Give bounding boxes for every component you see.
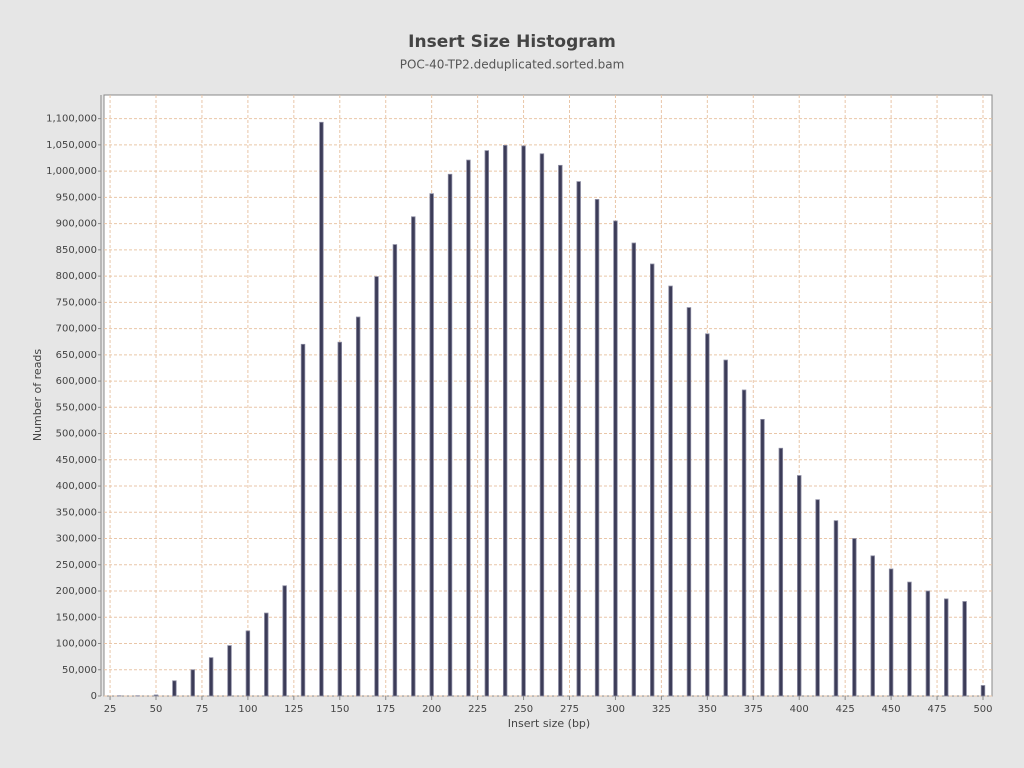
bar xyxy=(797,475,802,697)
y-tick-label: 0 xyxy=(91,691,97,702)
bar xyxy=(760,418,765,697)
y-tick-label: 200,000 xyxy=(56,586,97,597)
bar xyxy=(300,343,306,697)
y-tick-label: 150,000 xyxy=(56,612,97,623)
bar xyxy=(741,389,747,697)
y-tick-label: 50,000 xyxy=(62,665,97,676)
bar xyxy=(466,159,471,697)
y-tick-label: 300,000 xyxy=(56,534,97,545)
bar xyxy=(521,145,526,697)
bar xyxy=(944,598,949,697)
bar xyxy=(576,181,581,697)
x-tick-label: 25 xyxy=(104,704,117,715)
y-tick-label: 250,000 xyxy=(56,560,97,571)
bar xyxy=(153,694,159,697)
bar xyxy=(833,520,839,697)
y-tick-label: 650,000 xyxy=(56,350,97,361)
bar xyxy=(208,657,214,697)
bar xyxy=(411,216,416,697)
chart-title: Insert Size Histogram xyxy=(408,32,616,52)
bar xyxy=(870,555,875,697)
x-tick-label: 75 xyxy=(196,704,209,715)
grid xyxy=(104,95,992,697)
bar xyxy=(925,590,931,697)
x-tick-label: 425 xyxy=(836,704,855,715)
bar xyxy=(319,121,324,697)
y-tick-label: 1,100,000 xyxy=(46,114,97,125)
bar xyxy=(264,612,269,697)
x-tick-label: 450 xyxy=(882,704,901,715)
bar xyxy=(888,568,894,697)
bar xyxy=(962,601,967,697)
y-tick-label: 750,000 xyxy=(56,297,97,308)
y-tick-label: 450,000 xyxy=(56,455,97,466)
x-tick-label: 300 xyxy=(606,704,625,715)
bar xyxy=(429,193,434,697)
x-tick-label: 475 xyxy=(928,704,947,715)
bar xyxy=(282,585,287,697)
y-tick-label: 500,000 xyxy=(56,429,97,440)
bar xyxy=(852,538,857,697)
y-tick-label: 400,000 xyxy=(56,481,97,492)
y-tick-label: 800,000 xyxy=(56,271,97,282)
bar xyxy=(778,447,784,697)
bar xyxy=(245,630,251,697)
bar xyxy=(558,164,563,697)
x-tick-label: 200 xyxy=(422,704,441,715)
y-axis-label: Number of reads xyxy=(31,349,44,442)
bar xyxy=(227,645,232,697)
y-tick-label: 1,000,000 xyxy=(46,166,97,177)
chart-subtitle: POC-40-TP2.deduplicated.sorted.bam xyxy=(400,58,625,72)
bar xyxy=(613,220,618,697)
bar xyxy=(355,316,361,697)
y-tick-label: 350,000 xyxy=(56,507,97,518)
bar xyxy=(631,242,637,697)
y-tick-label: 900,000 xyxy=(56,219,97,230)
bar xyxy=(723,359,728,697)
x-tick-label: 175 xyxy=(376,704,395,715)
x-tick-label: 500 xyxy=(973,704,992,715)
bar xyxy=(668,285,673,697)
x-tick-label: 250 xyxy=(514,704,533,715)
x-tick-label: 125 xyxy=(284,704,303,715)
x-tick-label: 400 xyxy=(790,704,809,715)
bar xyxy=(392,244,398,697)
bar xyxy=(705,333,710,697)
y-tick-label: 550,000 xyxy=(56,402,97,413)
bar xyxy=(907,581,912,697)
y-tick-label: 600,000 xyxy=(56,376,97,387)
bar xyxy=(980,685,986,697)
y-tick-label: 700,000 xyxy=(56,324,97,335)
bar xyxy=(447,173,453,697)
bar xyxy=(815,499,820,697)
x-tick-label: 275 xyxy=(560,704,579,715)
bar xyxy=(502,144,508,697)
plot-area xyxy=(103,94,993,697)
bar xyxy=(650,263,655,697)
bar xyxy=(686,307,692,697)
x-axis-label: Insert size (bp) xyxy=(508,717,590,730)
y-tick-label: 950,000 xyxy=(56,192,97,203)
bar xyxy=(539,153,545,697)
x-tick-label: 150 xyxy=(330,704,349,715)
bar xyxy=(374,276,379,697)
x-tick-label: 100 xyxy=(238,704,257,715)
x-tick-label: 375 xyxy=(744,704,763,715)
x-tick-label: 50 xyxy=(150,704,163,715)
y-tick-label: 100,000 xyxy=(56,639,97,650)
y-tick-label: 1,050,000 xyxy=(46,140,97,151)
bars xyxy=(117,121,986,697)
bar xyxy=(337,341,342,697)
bar xyxy=(594,199,600,697)
x-tick-label: 350 xyxy=(698,704,717,715)
bar xyxy=(172,680,177,697)
x-tick-label: 225 xyxy=(468,704,487,715)
y-tick-label: 850,000 xyxy=(56,245,97,256)
x-tick-label: 325 xyxy=(652,704,671,715)
bar xyxy=(484,150,490,697)
bar xyxy=(190,669,195,697)
